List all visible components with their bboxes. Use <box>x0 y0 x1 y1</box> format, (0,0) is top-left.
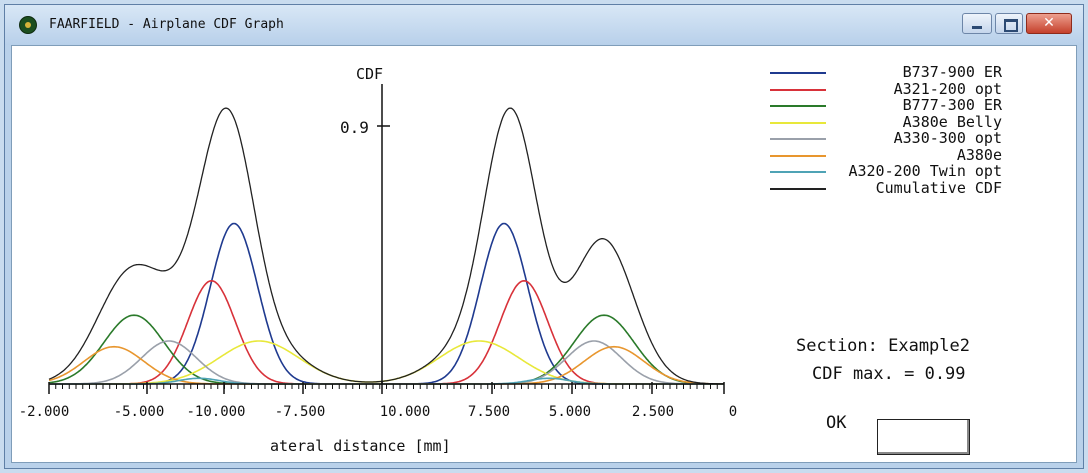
app-window: FAARFIELD - Airplane CDF Graph ✕ 0.9 CDF… <box>4 4 1084 469</box>
cdf-chart: 0.9 CDF -2.000 -5.000 -10.000 -7.500 10.000 7… <box>19 65 738 420</box>
legend-item: A380e <box>762 145 1062 164</box>
y-tick-label: 0.9 <box>340 118 369 137</box>
title-bar[interactable]: FAARFIELD - Airplane CDF Graph ✕ <box>5 5 1083 45</box>
app-icon <box>19 16 37 34</box>
legend-item: Cumulative CDF <box>762 178 1062 197</box>
legend-label: A380e Belly <box>902 112 1002 131</box>
x-tick-label: 2.500 <box>632 404 674 420</box>
legend-swatch <box>770 72 826 74</box>
ok-button[interactable] <box>877 419 970 455</box>
legend-label: A320-200 Twin opt <box>848 162 1002 180</box>
x-tick-label: 0 <box>729 404 737 420</box>
ok-label: OK <box>826 413 847 433</box>
maximize-button[interactable] <box>995 13 1023 34</box>
y-axis-label: CDF <box>356 65 383 83</box>
legend-label: Cumulative CDF <box>875 178 1002 197</box>
legend-swatch <box>770 105 826 107</box>
legend-label: B737-900 ER <box>902 63 1002 81</box>
legend-swatch <box>770 187 826 190</box>
legend-swatch <box>770 138 826 140</box>
x-tick-label: 5.000 <box>549 404 591 420</box>
x-tick-label: -7.500 <box>275 404 326 420</box>
legend-item: B737-900 ER <box>762 64 1062 81</box>
legend-label: A380e <box>956 145 1002 164</box>
legend-swatch <box>770 121 826 124</box>
legend-item: A380e Belly <box>762 112 1062 131</box>
legend-label: B777-300 ER <box>902 96 1002 114</box>
legend-item: A321-200 opt <box>762 79 1062 98</box>
legend-item: B777-300 ER <box>762 97 1062 114</box>
window-title: FAARFIELD - Airplane CDF Graph <box>49 17 284 32</box>
legend-item: A330-300 opt <box>762 130 1062 147</box>
close-button[interactable]: ✕ <box>1026 13 1072 34</box>
graph-panel: 0.9 CDF -2.000 -5.000 -10.000 -7.500 10.000 7… <box>11 45 1077 463</box>
legend-item: A320-200 Twin opt <box>762 163 1062 180</box>
legend-label: A321-200 opt <box>893 79 1002 98</box>
series-line-1 <box>49 279 724 385</box>
legend-label: A330-300 opt <box>893 129 1002 147</box>
legend-swatch <box>770 88 826 91</box>
section-label: Section: Example2 <box>796 336 970 356</box>
series-line-5 <box>48 345 725 385</box>
x-tick-label: -2.000 <box>19 404 70 420</box>
cdf-max-label: CDF max. = 0.99 <box>812 364 966 384</box>
x-tick-label: -10.000 <box>186 404 245 420</box>
x-axis-label: ateral distance [mm] <box>270 437 451 455</box>
minimize-button[interactable] <box>962 13 992 34</box>
x-tick-label: 10.000 <box>380 404 431 420</box>
legend: B737-900 ER A321-200 opt B777-300 ER A380e … <box>762 64 1062 196</box>
legend-swatch <box>770 171 826 173</box>
close-icon: ✕ <box>1043 15 1055 31</box>
x-tick-label: -5.000 <box>114 404 165 420</box>
x-tick-label: 7.500 <box>468 404 510 420</box>
legend-swatch <box>770 154 826 157</box>
series-line-7 <box>48 107 724 385</box>
